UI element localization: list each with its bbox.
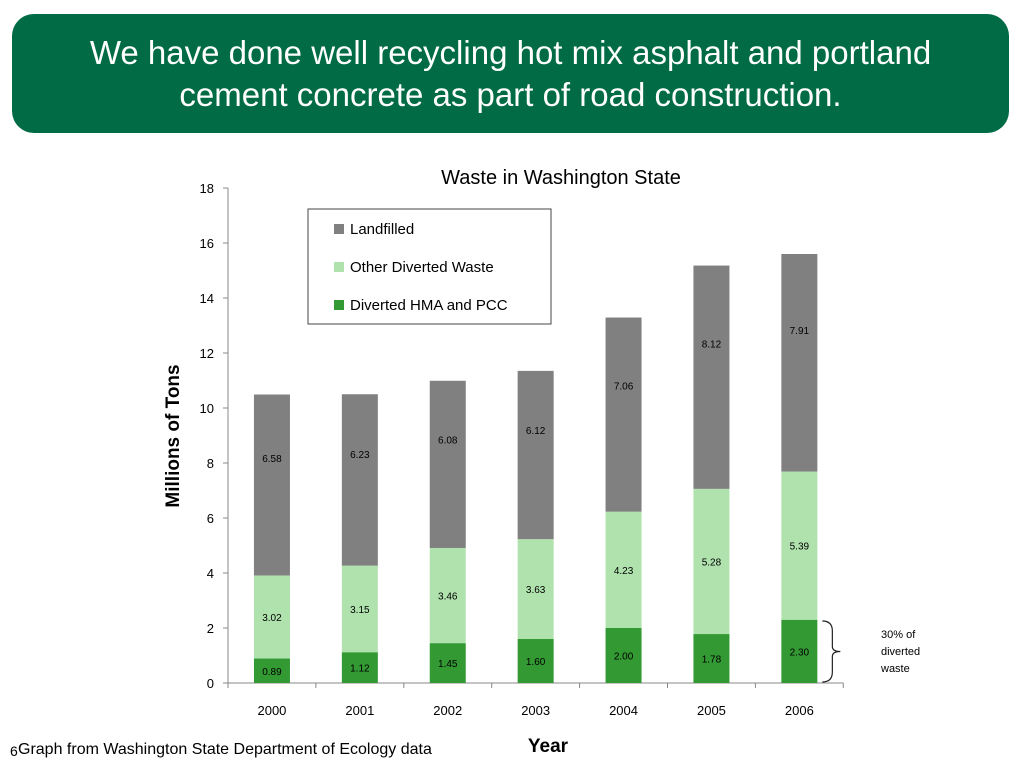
data-label: 1.60 bbox=[526, 657, 546, 668]
data-label: 4.23 bbox=[614, 566, 634, 577]
data-label: 6.08 bbox=[438, 435, 458, 446]
bar-segment-diverted-hma-and-pcc bbox=[253, 658, 290, 683]
bar-segment-other-diverted-waste bbox=[429, 547, 466, 644]
data-label: 3.15 bbox=[350, 605, 370, 616]
x-tick-label: 2001 bbox=[345, 703, 374, 718]
legend-label: Landfilled bbox=[350, 221, 414, 238]
annotation-text: 30% of bbox=[881, 629, 916, 641]
data-label: 3.63 bbox=[526, 585, 546, 596]
y-axis-title: Millions of Tons bbox=[163, 364, 184, 507]
bar-segment-diverted-hma-and-pcc bbox=[693, 634, 730, 683]
bar-segment-other-diverted-waste bbox=[341, 565, 378, 653]
slide-title: We have done well recycling hot mix asph… bbox=[89, 33, 932, 113]
x-axis-title: Year bbox=[528, 736, 569, 757]
data-label: 6.23 bbox=[350, 450, 370, 461]
data-label: 7.91 bbox=[790, 326, 810, 337]
data-label: 2.00 bbox=[614, 652, 634, 663]
data-label: 6.58 bbox=[262, 454, 282, 465]
data-label: 5.28 bbox=[702, 557, 722, 568]
bar-segment-diverted-hma-and-pcc bbox=[341, 652, 378, 683]
bar-segment-other-diverted-waste bbox=[253, 575, 290, 659]
bar-segment-diverted-hma-and-pcc bbox=[605, 628, 642, 683]
y-tick-label: 4 bbox=[207, 566, 214, 581]
y-tick-label: 8 bbox=[207, 456, 214, 471]
y-tick-label: 16 bbox=[200, 236, 214, 251]
data-label: 1.78 bbox=[702, 655, 722, 666]
title-banner: We have done well recycling hot mix asph… bbox=[12, 14, 1009, 133]
annotation-text: waste bbox=[880, 663, 910, 675]
x-tick-label: 2004 bbox=[609, 703, 638, 718]
slide-number: 6 bbox=[10, 743, 18, 759]
bar-segment-other-diverted-waste bbox=[605, 511, 642, 628]
bar-segment-diverted-hma-and-pcc bbox=[517, 639, 554, 683]
legend-swatch bbox=[334, 224, 344, 234]
bar-segment-diverted-hma-and-pcc bbox=[781, 619, 818, 683]
legend-label: Diverted HMA and PCC bbox=[350, 297, 508, 314]
bar-segment-landfilled bbox=[693, 265, 730, 489]
y-tick-label: 18 bbox=[200, 181, 214, 196]
data-label: 1.12 bbox=[350, 664, 370, 675]
x-tick-label: 2002 bbox=[433, 703, 462, 718]
data-label: 2.30 bbox=[790, 647, 810, 658]
data-label: 3.02 bbox=[262, 613, 282, 624]
data-label: 5.39 bbox=[790, 542, 810, 553]
data-label: 8.12 bbox=[702, 340, 722, 351]
legend-swatch bbox=[334, 262, 344, 272]
y-tick-label: 10 bbox=[200, 401, 214, 416]
data-label: 7.06 bbox=[614, 381, 634, 392]
data-label: 6.12 bbox=[526, 426, 546, 437]
bar-segment-landfilled bbox=[517, 370, 554, 540]
bar-segment-other-diverted-waste bbox=[693, 488, 730, 635]
bar-segment-landfilled bbox=[341, 394, 378, 566]
legend-label: Other Diverted Waste bbox=[350, 259, 494, 276]
bar-segment-other-diverted-waste bbox=[781, 471, 818, 620]
y-tick-label: 14 bbox=[200, 291, 214, 306]
bar-segment-landfilled bbox=[429, 380, 466, 548]
bar-segment-other-diverted-waste bbox=[517, 539, 554, 639]
data-label: 3.46 bbox=[438, 592, 458, 603]
legend-swatch bbox=[334, 300, 344, 310]
bar-segment-landfilled bbox=[253, 394, 290, 576]
annotation-text: diverted bbox=[881, 646, 920, 658]
y-tick-label: 6 bbox=[207, 511, 214, 526]
x-tick-label: 2003 bbox=[521, 703, 550, 718]
y-tick-label: 2 bbox=[207, 621, 214, 636]
x-tick-label: 2006 bbox=[785, 703, 814, 718]
annotation-brace bbox=[822, 620, 841, 683]
x-tick-label: 2005 bbox=[697, 703, 726, 718]
bar-segment-landfilled bbox=[605, 317, 642, 512]
x-tick-label: 2000 bbox=[257, 703, 286, 718]
y-tick-label: 0 bbox=[207, 676, 214, 691]
bar-segment-diverted-hma-and-pcc bbox=[429, 643, 466, 683]
chart-title: Waste in Washington State bbox=[441, 167, 681, 189]
legend-box bbox=[307, 208, 552, 325]
source-note: Graph from Washington State Department o… bbox=[18, 741, 432, 758]
bar-segment-landfilled bbox=[781, 254, 818, 472]
data-label: 0.89 bbox=[262, 667, 282, 678]
y-tick-label: 12 bbox=[200, 346, 214, 361]
data-label: 1.45 bbox=[438, 659, 458, 670]
